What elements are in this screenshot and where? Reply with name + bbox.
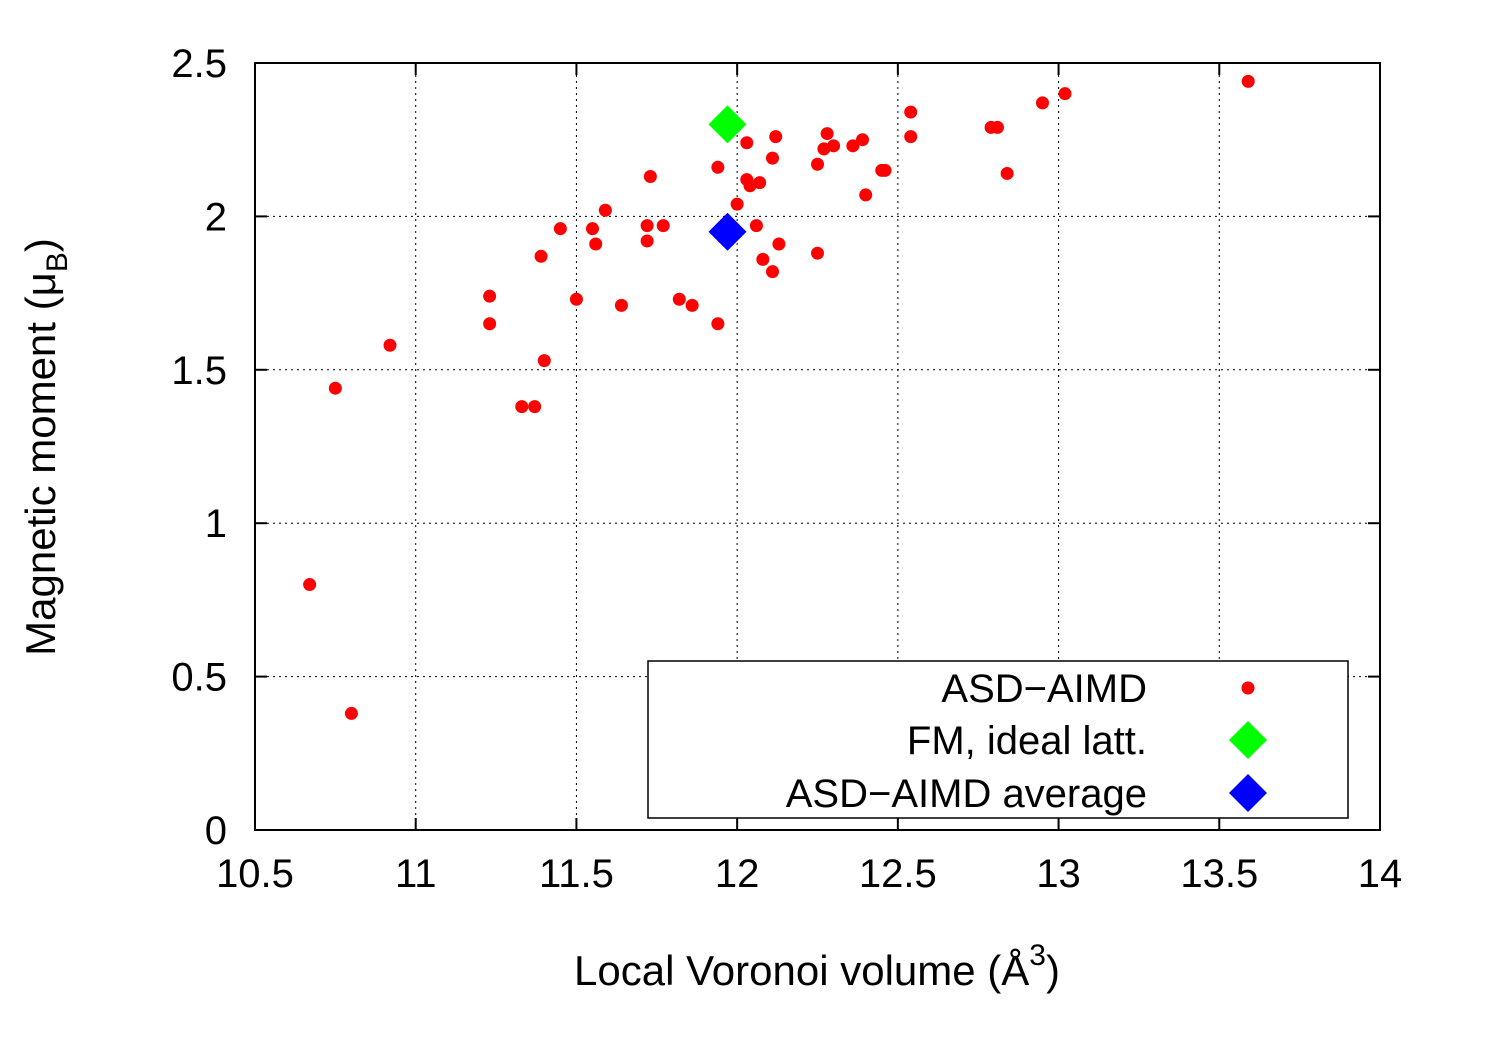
y-tick-label: 1.5 [171,349,227,393]
asd-aimd-point [685,298,699,312]
asd-aimd-point [328,381,342,395]
asd-aimd-point [1241,74,1255,88]
asd-aimd-point [303,578,317,592]
asd-aimd-point [740,136,754,150]
asd-aimd-point [643,170,657,184]
asd-aimd-point [811,157,824,171]
x-tick-label: 11 [395,852,437,896]
y-tick-label: 2.5 [171,42,227,86]
asd-aimd-point [598,203,612,217]
legend-label: ASD−AIMD average [786,772,1147,816]
asd-aimd-point [656,219,670,233]
asd-aimd-point [589,237,603,251]
legend-label: FM, ideal latt. [907,719,1147,763]
x-tick-label: 13 [1036,852,1081,896]
legend-marker-diamond [1229,721,1267,759]
asd-aimd-point [878,163,892,177]
asd-aimd-point [614,298,628,312]
asd-aimd-point [766,151,779,165]
asd-aimd-point [483,289,497,303]
asd-aimd-point [769,130,783,144]
asd-aimd-point [553,222,567,236]
legend-marker-dot [1241,681,1255,695]
asd-aimd-point [672,292,686,306]
asd-aimd-point [537,354,551,368]
fm-ideal-lattice-point [708,105,747,144]
asd-aimd-point [856,133,869,147]
asd-aimd-point [811,246,824,260]
asd-aimd-point [344,706,358,720]
asd-aimd-point [534,249,548,263]
x-tick-label: 13.5 [1180,852,1258,896]
asd-aimd-point [859,188,873,202]
x-tick-label: 11.5 [539,852,614,896]
asd-aimd-average-point [708,212,747,251]
data-points [303,74,1255,720]
asd-aimd-point [772,237,786,251]
plot-frame [254,62,1381,831]
y-axis-title: Magnetic moment (μB) [17,238,74,656]
x-axis-title: Local Voronoi volume (Å3) [574,939,1060,994]
asd-aimd-point [515,400,529,414]
legend-marker-diamond [1229,774,1267,812]
legend-entry-average: ASD−AIMD average [786,772,1267,816]
asd-aimd-point [528,400,542,414]
asd-aimd-point [1058,87,1072,101]
asd-aimd-point [904,105,918,119]
asd-aimd-point [569,292,583,306]
asd-aimd-point [827,139,841,153]
y-tick-label: 0.5 [171,656,227,700]
x-tick-label: 12 [715,852,760,896]
axis-ticks [254,62,1381,831]
asd-aimd-point [711,317,725,331]
legend-entry-fm-ideal: FM, ideal latt. [907,719,1267,763]
x-tick-label: 10.5 [216,852,294,896]
y-tick-label: 0 [205,809,227,853]
asd-aimd-point [383,338,397,352]
asd-aimd-point [820,127,834,141]
legend-entry-asd-aimd: ASD−AIMD [941,667,1255,711]
legend-label: ASD−AIMD [941,667,1147,711]
legend: ASD−AIMD FM, ideal latt. ASD−AIMD average [647,660,1349,819]
x-tick-labels: 10.5 11 11.5 12 12.5 13 13.5 14 [216,852,1402,896]
asd-aimd-point [1000,166,1014,180]
asd-aimd-point [640,219,654,233]
y-tick-label: 1 [205,502,227,546]
asd-aimd-point [749,219,763,233]
asd-aimd-point [753,176,767,190]
asd-aimd-point [1036,96,1049,110]
asd-aimd-point [846,139,860,153]
asd-aimd-point [991,120,1004,134]
asd-aimd-point [586,222,599,236]
asd-aimd-point [904,130,918,144]
asd-aimd-point [640,234,654,248]
asd-aimd-point [483,317,497,331]
asd-aimd-point [730,197,744,211]
y-tick-labels: 0 0.5 1 1.5 2 2.5 [171,42,227,853]
y-tick-label: 2 [205,195,227,239]
asd-aimd-point [711,160,725,174]
x-tick-label: 14 [1358,852,1403,896]
asd-aimd-point [756,252,770,266]
asd-aimd-point [766,265,779,279]
x-tick-label: 12.5 [859,852,937,896]
